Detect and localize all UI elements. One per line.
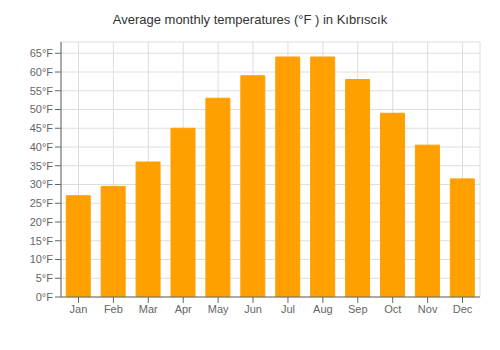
svg-text:Jul: Jul [281,303,295,315]
svg-text:65°F: 65°F [30,47,54,59]
svg-text:Oct: Oct [384,303,401,315]
svg-text:20°F: 20°F [30,216,54,228]
svg-text:Aug: Aug [313,303,333,315]
svg-text:0°F: 0°F [36,291,54,303]
svg-text:Apr: Apr [175,303,192,315]
svg-text:30°F: 30°F [30,178,54,190]
svg-text:10°F: 10°F [30,253,54,265]
svg-text:45°F: 45°F [30,122,54,134]
svg-text:Jan: Jan [70,303,88,315]
svg-text:15°F: 15°F [30,235,54,247]
svg-text:Feb: Feb [104,303,123,315]
svg-text:Sep: Sep [348,303,368,315]
svg-text:55°F: 55°F [30,85,54,97]
svg-text:May: May [208,303,229,315]
svg-text:Dec: Dec [453,303,473,315]
svg-text:5°F: 5°F [36,272,54,284]
svg-text:Nov: Nov [418,303,438,315]
html-text:Average monthly temperatures (: Average monthly temperatures (°F ) in Kı… [112,12,388,27]
svg-text:Jun: Jun [244,303,262,315]
svg-text:Mar: Mar [139,303,158,315]
svg-text:35°F: 35°F [30,160,54,172]
svg-text:25°F: 25°F [30,197,54,209]
svg-text:40°F: 40°F [30,141,54,153]
svg-text:50°F: 50°F [30,103,54,115]
svg-text:60°F: 60°F [30,66,54,78]
